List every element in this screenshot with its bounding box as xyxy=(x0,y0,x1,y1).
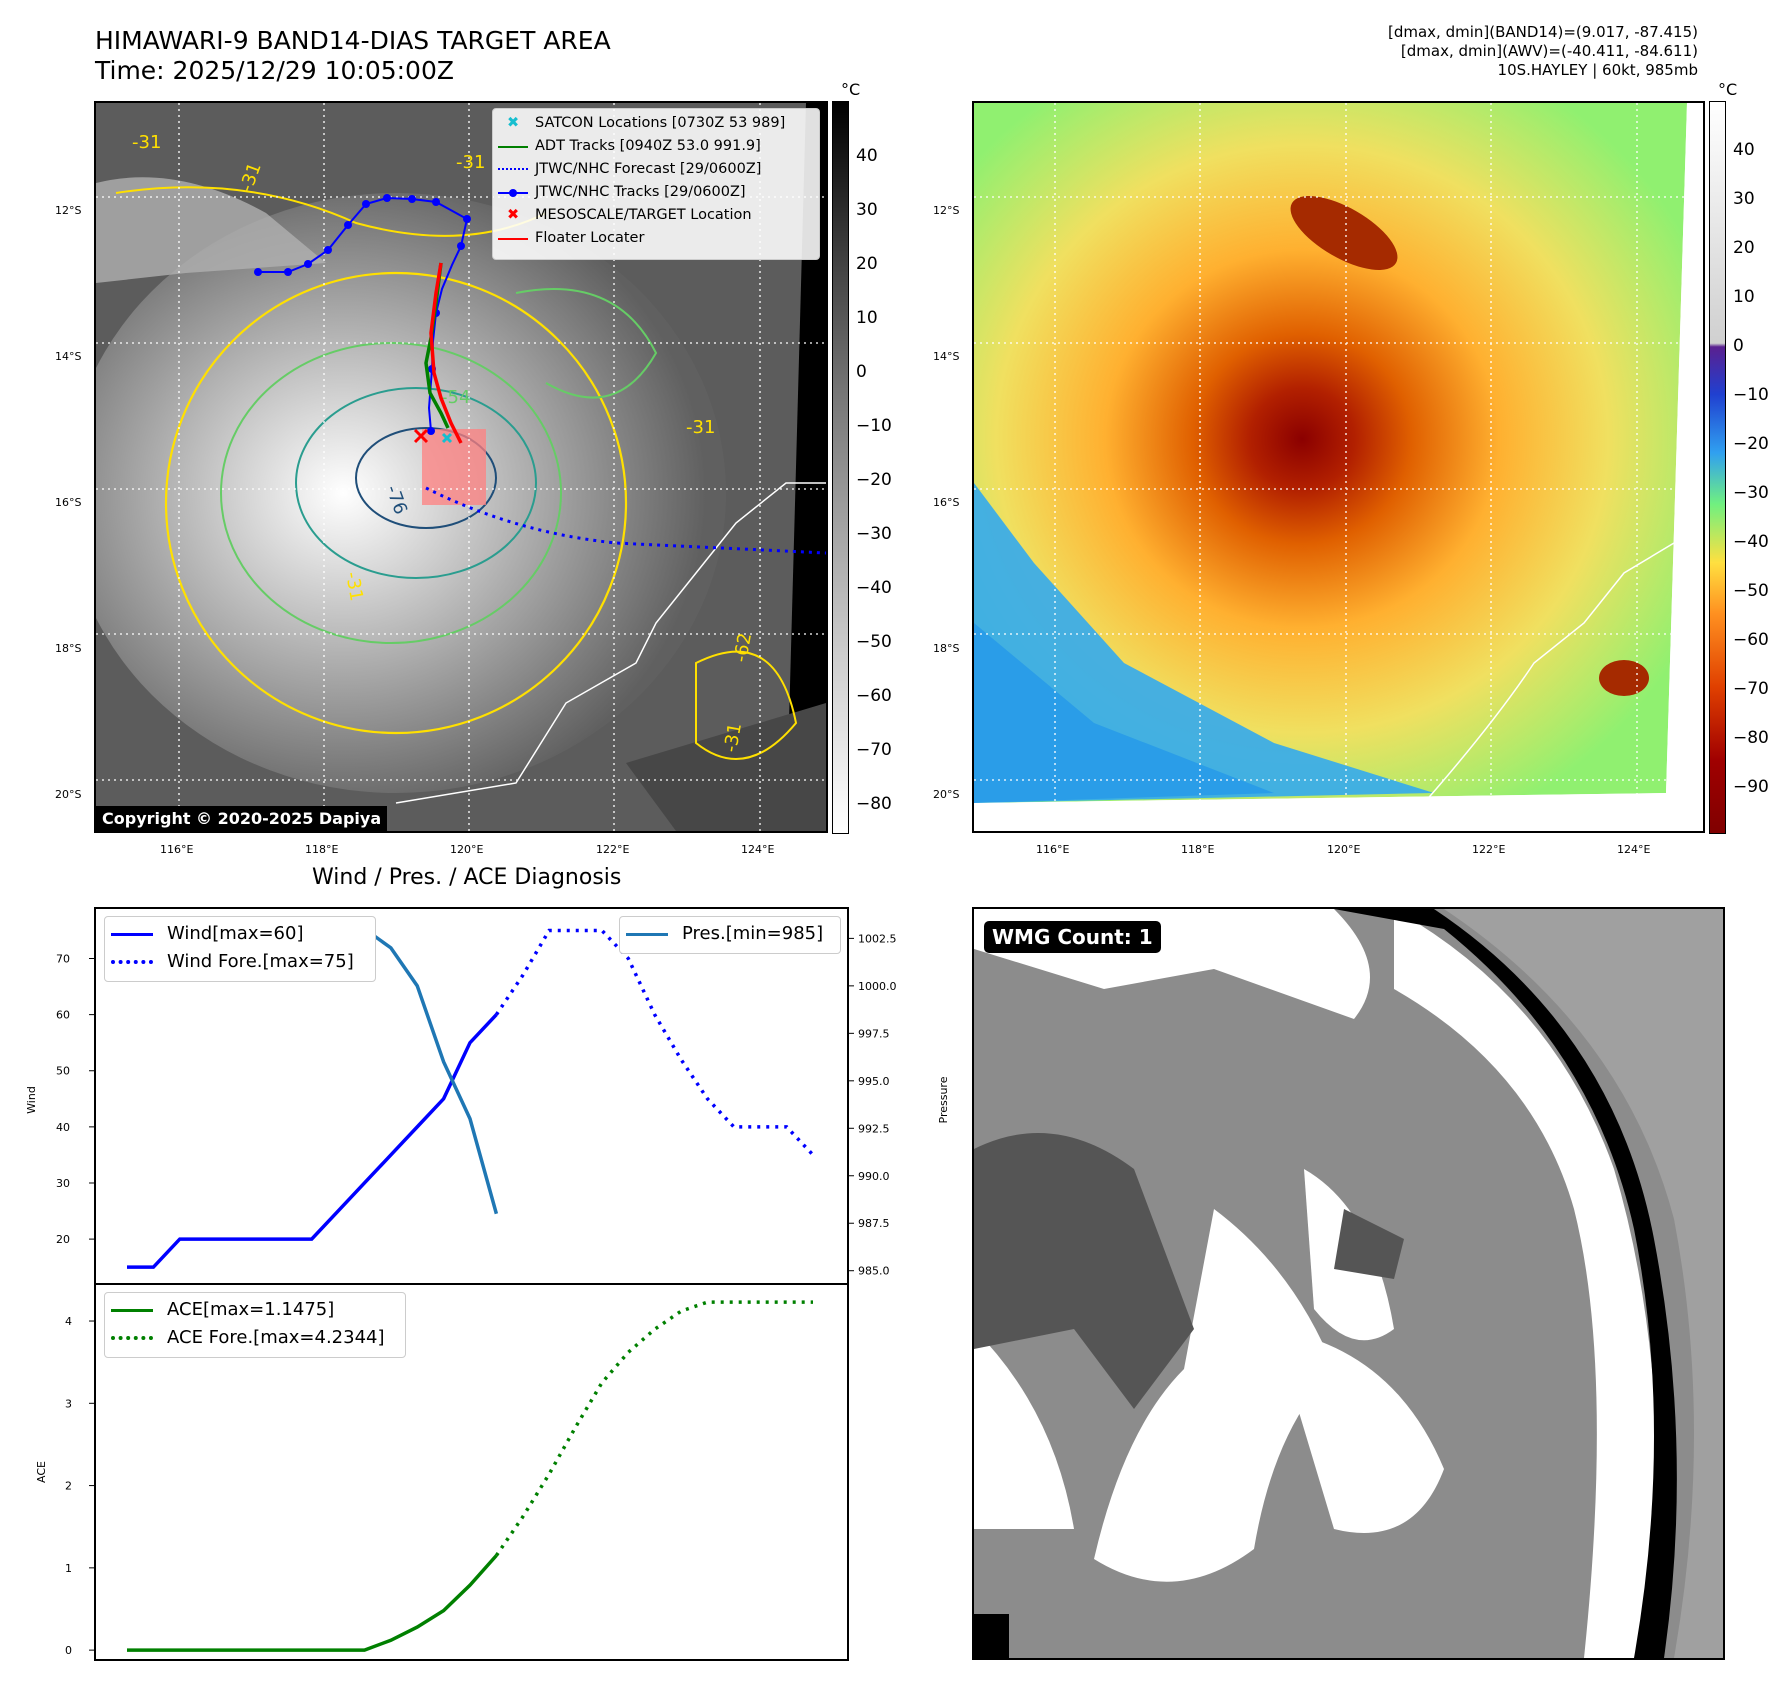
pressure-ytick-label: 987.5 xyxy=(858,1217,890,1230)
ace-ytick-label: 0 xyxy=(65,1644,72,1657)
ace-ytick-label: 2 xyxy=(65,1480,72,1493)
wind-legend: Wind[max=60] Wind Fore.[max=75] xyxy=(104,916,376,982)
outer-black-ring xyxy=(1334,909,1677,1658)
target-x-icon: ✖ xyxy=(507,207,520,223)
no-data-wedge xyxy=(786,103,826,831)
wind-fore-line-icon xyxy=(111,960,153,964)
adt-line-icon xyxy=(498,146,528,148)
coastline-awv xyxy=(1423,542,1675,804)
legend-floater: Floater Locater xyxy=(493,227,819,250)
pressure-ytick-label: 1000.0 xyxy=(858,980,897,993)
ace-line-icon xyxy=(111,1309,153,1312)
legend-satcon: ✖ SATCON Locations [0730Z 53 989] xyxy=(493,112,819,135)
svg-text:-31: -31 xyxy=(720,721,746,754)
coastline xyxy=(395,482,826,804)
pressure-ytick-label: 997.5 xyxy=(858,1027,890,1040)
wind-ytick-label: 40 xyxy=(56,1121,70,1134)
svg-text:-31: -31 xyxy=(456,152,485,173)
satcon-x-icon: ✖ xyxy=(507,115,520,131)
wind-ytick-label: 30 xyxy=(56,1177,70,1190)
floater-track xyxy=(429,262,463,444)
figure-title: HIMAWARI-9 BAND14-DIAS TARGET AREA xyxy=(95,26,611,55)
storm-info: 10S.HAYLEY | 60kt, 985mb xyxy=(1497,61,1698,79)
svg-text:-62: -62 xyxy=(730,631,756,664)
legend-adt: ADT Tracks [0940Z 53.0 991.9] xyxy=(493,135,819,158)
pressure-ylabel: Pressure xyxy=(937,1076,950,1123)
wmg-count-label: WMG Count: 1 xyxy=(984,921,1161,953)
wind-ytick-label: 60 xyxy=(56,1009,70,1022)
ace-axes-frame xyxy=(94,1283,849,1661)
pressure-ytick-label: 990.0 xyxy=(858,1170,890,1183)
ace-series-line xyxy=(127,1554,498,1652)
left-colorbar-unit: °C xyxy=(841,80,861,99)
legend-jtwc: JTWC/NHC Tracks [29/0600Z] xyxy=(493,181,819,204)
wind-line-icon xyxy=(111,933,153,936)
legend-target: ✖ MESOSCALE/TARGET Location xyxy=(493,204,819,227)
wind-ylabel: Wind xyxy=(25,1086,38,1114)
wmg-panel: WMG Count: 1 xyxy=(972,907,1725,1660)
ace-ytick-label: 1 xyxy=(65,1562,72,1575)
pressure-ytick-label: 992.5 xyxy=(858,1122,890,1135)
pressure-legend: Pres.[min=985] xyxy=(619,916,841,954)
svg-text:-31: -31 xyxy=(132,132,161,153)
wind-forecast-series-line xyxy=(494,928,815,1157)
pressure-line-icon xyxy=(626,933,668,936)
wind-ytick-label: 50 xyxy=(56,1065,70,1078)
legend-ace-forecast: ACE Fore.[max=4.2344] xyxy=(105,1324,405,1352)
legend-wind-forecast: Wind Fore.[max=75] xyxy=(105,948,375,976)
pressure-ytick-label: 995.0 xyxy=(858,1075,890,1088)
ir-map-panel: -31 -31 -31 -76 -54 -31 -31 -62 -31 xyxy=(94,101,828,833)
diagnosis-title: Wind / Pres. / ACE Diagnosis xyxy=(312,865,622,890)
wmg-svg xyxy=(974,909,1723,1658)
legend-wind: Wind[max=60] xyxy=(105,920,375,948)
map-legend: ✖ SATCON Locations [0730Z 53 989] ADT Tr… xyxy=(492,108,820,260)
ace-ytick-label: 4 xyxy=(65,1315,72,1328)
pressure-ytick-label: 1002.5 xyxy=(858,932,897,945)
diagnosis-chart: Wind Pressure ACE 203040506070985.0987.5… xyxy=(25,907,950,1661)
track-dot-icon xyxy=(509,189,517,197)
cloud-shield xyxy=(96,193,726,793)
legend-pressure: Pres.[min=985] xyxy=(620,920,840,948)
svg-text:-31: -31 xyxy=(686,417,715,438)
forecast-track xyxy=(425,486,826,555)
right-colorbar-unit: °C xyxy=(1718,80,1738,99)
target-location xyxy=(413,428,429,444)
floater-box xyxy=(422,429,486,505)
awv-map-svg xyxy=(974,103,1703,831)
satcon-location xyxy=(441,432,453,444)
ace-ylabel: ACE xyxy=(35,1461,48,1483)
figure-time: Time: 2025/12/29 10:05:00Z xyxy=(95,56,454,85)
left-colorbar xyxy=(832,101,849,834)
ace-forecast-series-line xyxy=(494,1300,813,1557)
awv-map-panel xyxy=(972,101,1705,833)
stats-awv: [dmax, dmin](AWV)=(-40.411, -84.611) xyxy=(1400,42,1698,60)
eyewall-white-band xyxy=(1394,909,1659,1658)
copyright: Copyright © 2020-2025 Dapiya xyxy=(96,806,388,831)
wind-ytick-label: 20 xyxy=(56,1233,70,1246)
stats-band14: [dmax, dmin](BAND14)=(9.017, -87.415) xyxy=(1387,23,1698,41)
ace-ytick-label: 3 xyxy=(65,1397,72,1410)
legend-forecast: JTWC/NHC Forecast [29/0600Z] xyxy=(493,158,819,181)
right-colorbar xyxy=(1709,101,1726,834)
svg-text:-54: -54 xyxy=(441,387,470,408)
legend-ace: ACE[max=1.1475] xyxy=(105,1296,405,1324)
pressure-ytick-label: 985.0 xyxy=(858,1265,890,1278)
awv-gridlines xyxy=(974,103,1703,831)
ace-legend: ACE[max=1.1475] ACE Fore.[max=4.2344] xyxy=(104,1292,406,1358)
forecast-line-icon xyxy=(498,168,528,170)
wind-series-line xyxy=(127,1013,498,1269)
svg-text:-31: -31 xyxy=(341,570,367,603)
wind-ytick-label: 70 xyxy=(56,953,70,966)
floater-line-icon xyxy=(498,238,528,240)
ace-fore-line-icon xyxy=(111,1336,153,1340)
